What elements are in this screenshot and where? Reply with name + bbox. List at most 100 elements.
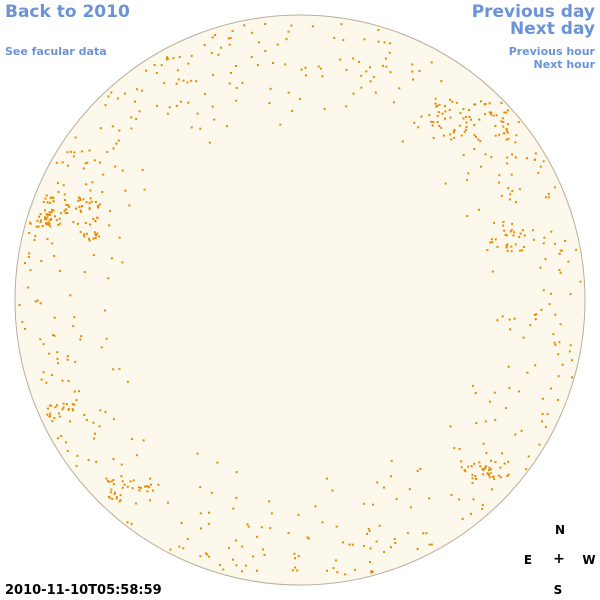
facula-point	[195, 80, 198, 83]
facula-point	[260, 526, 263, 529]
facula-point	[383, 41, 386, 44]
facula-point	[452, 131, 455, 134]
facula-point	[261, 548, 264, 551]
facula-point	[178, 545, 181, 548]
facula-point	[48, 201, 51, 204]
facula-point	[190, 54, 193, 57]
facula-point	[342, 39, 345, 42]
facula-point	[27, 255, 30, 258]
facula-point	[246, 523, 249, 526]
facula-point	[105, 337, 108, 340]
facula-point	[72, 221, 75, 224]
facula-point	[35, 225, 38, 228]
facula-point	[94, 219, 97, 222]
facula-point	[136, 88, 138, 91]
next-day-link[interactable]: Next day	[510, 19, 595, 39]
facula-point	[72, 409, 75, 412]
facula-point	[199, 486, 202, 489]
facula-point	[93, 231, 96, 234]
facula-point	[264, 23, 267, 25]
facula-point	[51, 420, 54, 422]
facula-point	[29, 222, 32, 225]
previous-hour-link[interactable]: Previous hour	[508, 45, 595, 58]
facula-point	[484, 113, 486, 116]
facula-point	[257, 64, 259, 67]
facula-point	[39, 302, 42, 305]
back-to-year-link[interactable]: Back to 2010	[5, 2, 130, 22]
facula-point	[411, 63, 414, 66]
facula-point	[412, 78, 414, 81]
facula-point	[269, 87, 272, 90]
facula-point	[482, 442, 485, 445]
facula-point	[130, 522, 133, 525]
facula-point	[104, 104, 107, 107]
facula-point	[287, 30, 290, 33]
facula-point	[52, 209, 55, 212]
facula-point	[509, 230, 512, 233]
facula-point	[115, 497, 118, 500]
facula-point	[507, 137, 510, 140]
facula-point	[52, 196, 55, 199]
facula-point	[67, 164, 70, 167]
facula-point	[121, 261, 124, 264]
facula-point	[455, 101, 458, 104]
facula-point	[104, 309, 106, 312]
facula-point	[160, 64, 163, 67]
facula-point	[92, 237, 95, 240]
facula-point	[501, 315, 504, 318]
facula-point	[80, 205, 83, 208]
facula-point	[440, 80, 443, 83]
facula-point	[485, 465, 487, 468]
facula-point	[112, 147, 115, 150]
facula-point	[478, 118, 481, 121]
facula-point	[111, 497, 114, 500]
facula-point	[45, 194, 48, 197]
facula-point	[369, 547, 372, 550]
facula-point	[67, 204, 70, 207]
facula-point	[471, 473, 474, 476]
facula-point	[58, 217, 61, 220]
facula-point	[484, 153, 487, 156]
facula-point	[413, 121, 416, 124]
previous-day-link[interactable]: Previous day	[471, 2, 595, 22]
facula-point	[284, 63, 287, 66]
facula-point	[108, 480, 111, 483]
facula-point	[79, 210, 82, 213]
facula-point	[300, 68, 303, 71]
see-facular-data-link[interactable]: See facular data	[5, 45, 107, 58]
facula-point	[458, 124, 461, 127]
facula-point	[217, 53, 220, 56]
facula-point	[96, 216, 99, 219]
facula-point	[559, 323, 562, 326]
facula-point	[444, 182, 447, 185]
facula-point	[63, 193, 66, 196]
compass-south-label: S	[553, 583, 563, 597]
facula-point	[118, 367, 121, 370]
facula-point	[428, 114, 431, 117]
facula-point	[153, 64, 156, 67]
facula-point	[33, 239, 36, 241]
facula-point	[500, 194, 503, 197]
facula-point	[50, 211, 53, 214]
facula-point	[216, 461, 219, 464]
facula-point	[130, 116, 133, 119]
facula-point	[471, 477, 474, 480]
facula-point	[506, 129, 508, 132]
facula-point	[462, 154, 465, 157]
facula-point	[71, 403, 74, 406]
facula-point	[314, 505, 317, 508]
facula-point	[507, 109, 510, 112]
facula-point	[470, 465, 473, 468]
facula-point	[432, 121, 435, 123]
facula-point	[146, 490, 149, 493]
facula-point	[40, 219, 43, 222]
facula-point	[390, 546, 392, 549]
facula-point	[269, 527, 272, 530]
facula-point	[200, 527, 202, 530]
facula-point	[438, 125, 441, 127]
facula-point	[508, 318, 511, 321]
facula-point	[459, 112, 462, 115]
facula-point	[297, 513, 300, 516]
facula-point	[87, 459, 90, 461]
next-hour-link[interactable]: Next hour	[533, 58, 596, 71]
